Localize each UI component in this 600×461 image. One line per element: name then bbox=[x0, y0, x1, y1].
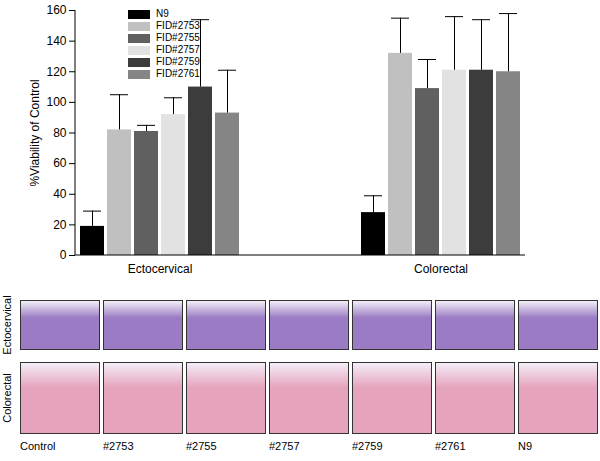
html-text:#2759: #2759 bbox=[352, 440, 383, 452]
html-text:Colorectal: Colorectal bbox=[1, 373, 13, 423]
html-text:Control: Control bbox=[20, 440, 56, 452]
svg-text:60: 60 bbox=[53, 156, 67, 170]
html-text:#2757: #2757 bbox=[269, 440, 300, 452]
html-text:Ectocervical: Ectocervical bbox=[1, 295, 13, 355]
svg-text:%Viability of Control: %Viability of Control bbox=[28, 79, 42, 186]
svg-text:Colorectal: Colorectal bbox=[414, 262, 468, 276]
html-text:#2753: #2753 bbox=[103, 440, 134, 452]
svg-text:0: 0 bbox=[60, 248, 67, 262]
html-text:FID#2761: FID#2761 bbox=[156, 68, 200, 79]
html-text:FID#2753: FID#2753 bbox=[156, 20, 200, 31]
svg-text:100: 100 bbox=[46, 95, 66, 109]
svg-text:Ectocervical: Ectocervical bbox=[128, 262, 193, 276]
html-text:FID#2755: FID#2755 bbox=[156, 32, 200, 43]
html-text:N9: N9 bbox=[518, 440, 533, 452]
svg-text:140: 140 bbox=[46, 34, 66, 48]
html-text:#2761: #2761 bbox=[435, 440, 466, 452]
svg-text:20: 20 bbox=[53, 218, 67, 232]
html-text:#2755: #2755 bbox=[186, 440, 217, 452]
html-text:FID#2759: FID#2759 bbox=[156, 56, 200, 67]
svg-text:80: 80 bbox=[53, 126, 67, 140]
svg-text:120: 120 bbox=[46, 65, 66, 79]
html-text:N9: N9 bbox=[156, 8, 169, 19]
svg-text:40: 40 bbox=[53, 187, 67, 201]
svg-text:160: 160 bbox=[46, 3, 66, 17]
html-text:FID#2757: FID#2757 bbox=[156, 44, 200, 55]
